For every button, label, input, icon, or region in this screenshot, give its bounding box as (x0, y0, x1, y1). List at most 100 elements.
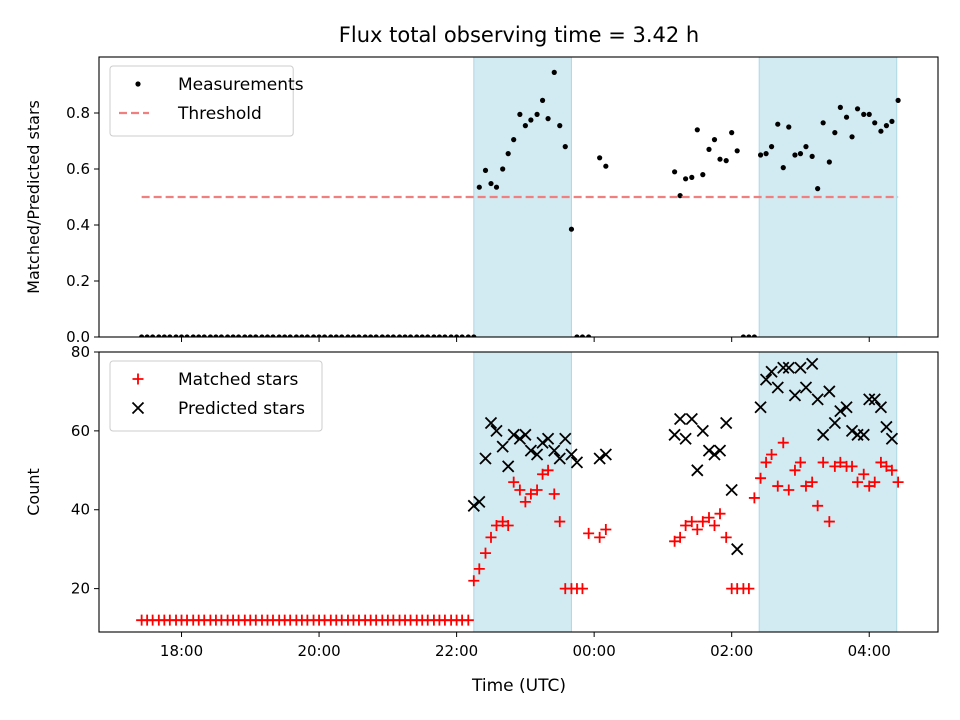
legend-box (109, 360, 323, 432)
data-point (368, 334, 374, 337)
data-point (517, 111, 523, 117)
data-point (225, 334, 231, 337)
data-point (594, 531, 606, 543)
data-point (576, 583, 588, 595)
data-point (559, 432, 572, 445)
data-point (379, 334, 385, 337)
data-point (857, 428, 870, 441)
data-point (723, 158, 729, 164)
data-point (794, 361, 807, 374)
data-point (548, 488, 560, 500)
data-point (599, 448, 612, 461)
data-point (768, 144, 775, 150)
data-point (691, 523, 703, 535)
data-point (304, 334, 310, 337)
data-point (500, 166, 506, 172)
data-point (328, 334, 334, 337)
legend-label: Threshold (177, 104, 262, 124)
data-point (674, 531, 686, 543)
data-point (748, 492, 760, 504)
data-point (548, 444, 561, 457)
data-point (829, 460, 841, 472)
data-point (788, 389, 802, 402)
data-point (734, 148, 740, 154)
data-point (247, 334, 253, 337)
data-point (462, 614, 474, 626)
data-point (812, 500, 824, 512)
data-point (385, 334, 391, 337)
data-point (597, 155, 603, 161)
data-point (536, 436, 549, 449)
legend-box (109, 65, 294, 137)
legend-swatch (135, 81, 141, 87)
data-point (777, 437, 789, 449)
data-point (350, 334, 357, 337)
data-point (505, 151, 511, 157)
data-point (519, 428, 532, 441)
data-point (885, 432, 899, 445)
y-tick-label: 0.0 (66, 328, 90, 346)
data-point (508, 476, 520, 488)
data-point (362, 334, 368, 337)
data-point (600, 523, 612, 535)
data-point (672, 169, 678, 175)
data-point (717, 156, 723, 162)
data-point (531, 484, 543, 496)
data-point (725, 483, 738, 497)
data-point (872, 120, 878, 126)
data-point (473, 563, 485, 575)
x-tick-label: 20:00 (297, 642, 340, 660)
x-tick-label: 18:00 (160, 642, 203, 660)
data-point (811, 393, 824, 406)
data-point (849, 134, 855, 140)
data-point (196, 334, 202, 337)
data-point (760, 456, 772, 468)
shaded-region-0 (473, 351, 572, 633)
data-point (553, 452, 566, 465)
data-point (448, 334, 454, 337)
data-point (482, 167, 489, 173)
data-point (820, 120, 826, 126)
data-point (502, 520, 514, 532)
y-axis-label: Count (24, 468, 43, 516)
data-point (207, 334, 214, 337)
data-point (706, 146, 712, 152)
data-point (703, 512, 715, 524)
plot-area (139, 69, 901, 337)
data-point (373, 334, 379, 337)
data-point (264, 334, 271, 337)
data-point (496, 440, 509, 453)
data-point (669, 535, 681, 547)
data-point (880, 460, 892, 472)
data-point (407, 334, 414, 337)
data-point (806, 476, 818, 488)
data-point (557, 123, 563, 129)
data-point (731, 543, 744, 556)
data-point (468, 575, 480, 587)
data-point (333, 334, 339, 337)
data-point (525, 488, 537, 500)
y-tick-label: 60 (71, 422, 90, 440)
data-point (740, 334, 746, 337)
data-point (236, 334, 242, 337)
data-point (530, 448, 544, 461)
data-point (402, 334, 408, 337)
data-point (863, 393, 876, 406)
data-point (253, 334, 259, 337)
data-point (485, 531, 497, 543)
legend-label: Predicted stars (178, 399, 305, 419)
data-point (511, 137, 517, 143)
data-point (765, 365, 778, 378)
data-point (502, 460, 515, 473)
data-point (679, 432, 692, 445)
data-point (786, 124, 792, 130)
data-point (534, 111, 540, 117)
data-point (817, 456, 829, 468)
data-point (782, 361, 795, 374)
data-point (743, 583, 755, 595)
data-point (683, 176, 689, 182)
data-point (476, 184, 482, 190)
data-point (797, 151, 804, 157)
data-point (479, 452, 492, 465)
legend-swatch (131, 401, 145, 415)
